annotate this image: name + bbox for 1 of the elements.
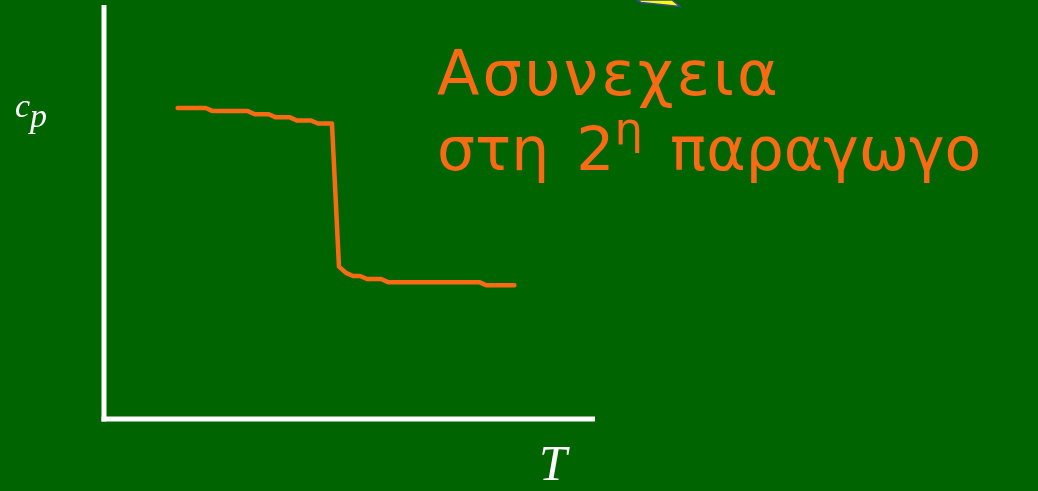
x-axis-title: T — [539, 435, 571, 491]
